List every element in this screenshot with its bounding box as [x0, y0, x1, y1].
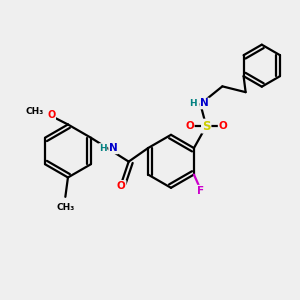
- Text: O: O: [219, 121, 227, 131]
- Text: H: H: [190, 99, 197, 108]
- Text: O: O: [117, 181, 126, 191]
- Text: O: O: [47, 110, 55, 120]
- Text: S: S: [202, 120, 211, 133]
- Text: N: N: [200, 98, 209, 109]
- Text: F: F: [197, 186, 204, 196]
- Text: O: O: [185, 121, 194, 131]
- Text: N: N: [109, 143, 118, 153]
- Text: H: H: [99, 144, 106, 153]
- Text: CH₃: CH₃: [56, 203, 74, 212]
- Text: CH₃: CH₃: [26, 107, 44, 116]
